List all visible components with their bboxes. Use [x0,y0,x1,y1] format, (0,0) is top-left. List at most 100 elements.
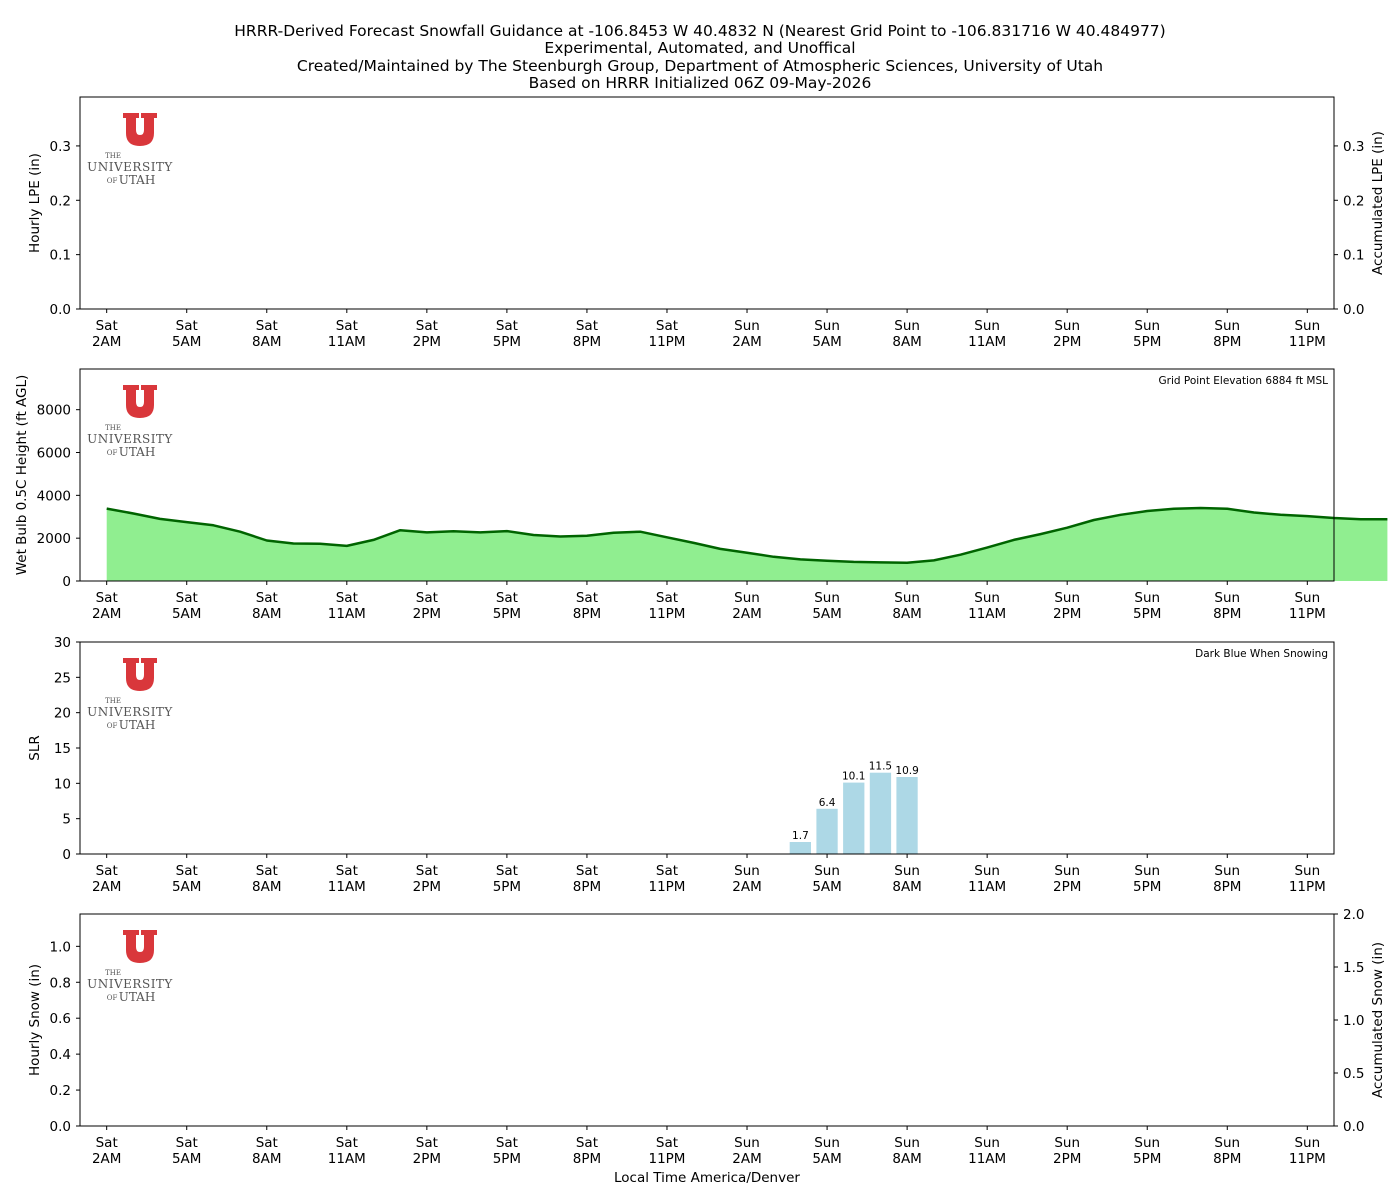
x-tick-day-label: Sat [416,318,438,334]
slr-bar [896,777,918,854]
x-tick-day-label: Sun [894,863,920,879]
x-tick-time-label: 8AM [252,606,281,622]
x-tick-time-label: 2PM [1053,879,1081,895]
x-tick-time-label: 8PM [573,879,601,895]
logo-text-utah: UTAH [119,445,156,459]
x-tick-time-label: 11PM [1289,334,1326,350]
title-line-4: Based on HRRR Initialized 06Z 09-May-202… [529,74,872,92]
x-tick-day-label: Sat [336,318,358,334]
y-right-tick-label: 0.5 [1343,1066,1364,1082]
slr-bar-label: 11.5 [869,761,892,773]
x-tick-time-label: 11PM [648,606,685,622]
x-tick-time-label: 11AM [328,879,366,895]
x-tick-time-label: 11PM [648,334,685,350]
x-tick-time-label: 5PM [493,879,521,895]
y-right-tick-label: 0.3 [1343,139,1364,155]
x-tick-time-label: 5PM [1133,1151,1161,1167]
x-tick-day-label: Sun [1214,590,1240,606]
x-tick-time-label: 5PM [493,1151,521,1167]
x-tick-day-label: Sat [656,590,678,606]
y-tick-label: 2000 [37,531,71,547]
block-u-icon [123,385,157,418]
x-tick-time-label: 5PM [493,334,521,350]
y-tick-label: 20 [54,706,71,722]
x-tick-day-label: Sat [656,863,678,879]
x-tick-time-label: 5AM [812,879,841,895]
wetbulb-line [106,506,1388,565]
x-axis-label: Local Time America/Denver [614,1170,800,1186]
x-tick-day-label: Sun [894,1135,920,1151]
x-tick-day-label: Sat [256,1135,278,1151]
y-tick-label: 10 [54,776,71,792]
x-tick-day-label: Sat [416,863,438,879]
y-tick-label: 0.4 [50,1047,71,1063]
y-tick-label: 6000 [37,446,71,462]
x-tick-time-label: 2AM [92,334,121,350]
y-right-tick-label: 1.5 [1343,960,1364,976]
x-tick-time-label: 2AM [92,879,121,895]
x-tick-time-label: 8PM [573,606,601,622]
plot-frame [79,96,1335,310]
x-tick-day-label: Sat [336,1135,358,1151]
logo-text-of: OF [107,994,118,1002]
x-tick-time-label: 2PM [1053,606,1081,622]
x-tick-day-label: Sun [1294,590,1320,606]
x-tick-day-label: Sun [894,318,920,334]
y-tick-label: 8000 [37,403,71,419]
slr-bar [843,782,865,854]
x-tick-time-label: 8PM [1213,879,1241,895]
x-tick-time-label: 2PM [1053,334,1081,350]
logo-text-utah: UTAH [119,173,156,187]
x-tick-time-label: 8AM [252,1151,281,1167]
x-tick-time-label: 8PM [1213,334,1241,350]
x-tick-time-label: 8AM [892,334,921,350]
title-line-1: HRRR-Derived Forecast Snowfall Guidance … [234,22,1165,40]
x-tick-time-label: 8PM [1213,606,1241,622]
x-tick-day-label: Sat [176,318,198,334]
x-tick-time-label: 2PM [413,334,441,350]
x-tick-day-label: Sat [656,318,678,334]
x-tick-time-label: 11AM [328,606,366,622]
x-tick-time-label: 11AM [968,606,1006,622]
x-tick-day-label: Sun [1134,1135,1160,1151]
logo-text-university: UNIVERSITY [87,432,173,446]
x-tick-time-label: 5AM [172,606,201,622]
x-tick-day-label: Sun [1054,1135,1080,1151]
x-tick-day-label: Sat [496,590,518,606]
x-tick-time-label: 2PM [1053,1151,1081,1167]
x-tick-time-label: 8PM [1213,1151,1241,1167]
logo-text-of: OF [107,177,118,185]
y-tick-label: 0.3 [50,139,71,155]
block-u-icon [123,658,157,691]
x-tick-day-label: Sun [974,1135,1000,1151]
y-tick-label: 30 [54,635,71,651]
y-right-tick-label: 0.0 [1343,302,1364,318]
x-tick-day-label: Sun [1134,590,1160,606]
x-tick-time-label: 8AM [892,879,921,895]
x-tick-time-label: 5AM [172,879,201,895]
x-tick-day-label: Sun [1294,1135,1320,1151]
logo-text-of: OF [107,449,118,457]
x-tick-day-label: Sat [256,590,278,606]
x-tick-time-label: 2PM [413,606,441,622]
logo-text-utah: UTAH [119,718,156,732]
x-tick-time-label: 5PM [1133,606,1161,622]
title-line-3: Created/Maintained by The Steenburgh Gro… [297,57,1103,75]
panel-annotation: Dark Blue When Snowing [1195,648,1328,660]
plot-frame [79,641,1335,855]
x-tick-day-label: Sat [496,318,518,334]
x-tick-time-label: 2AM [92,1151,121,1167]
block-u-icon [123,930,157,963]
x-tick-time-label: 5AM [812,1151,841,1167]
x-tick-time-label: 11PM [648,1151,685,1167]
y-right-axis-label: Accumulated LPE (in) [1370,131,1386,275]
logo-text-the: THE [105,969,121,977]
x-tick-time-label: 8PM [573,1151,601,1167]
slr-bar-label: 10.1 [842,771,865,783]
